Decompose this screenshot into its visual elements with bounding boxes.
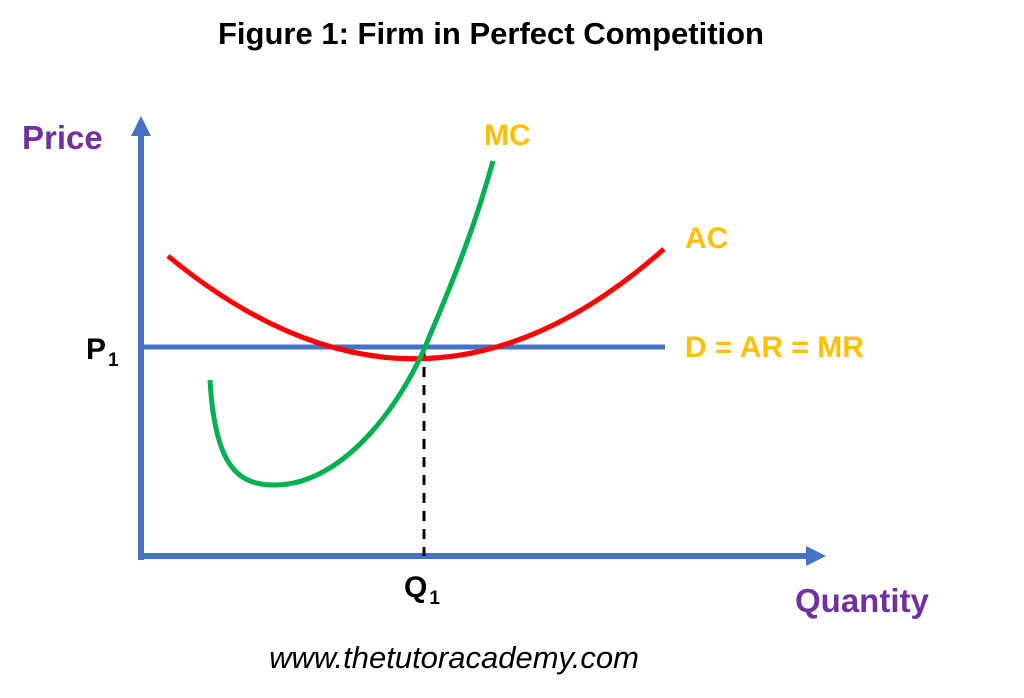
quantity-axis-arrowhead <box>806 546 826 566</box>
website-footer: www.thetutoracademy.com <box>269 640 639 675</box>
marginal-cost-curve <box>207 160 496 488</box>
demand-label: D = AR = MR <box>685 331 864 364</box>
price-axis-label: Price <box>22 119 103 156</box>
price-level-main: P <box>86 333 106 366</box>
average-cost-curve <box>166 247 666 362</box>
quantity-level-subscript: 1 <box>429 588 440 609</box>
quantity-level-main: Q <box>404 571 427 604</box>
mc-label: MC <box>484 119 531 152</box>
figure-title: Figure 1: Firm in Perfect Competition <box>218 16 764 51</box>
price-axis-arrowhead <box>131 116 151 136</box>
price-level-subscript: 1 <box>108 350 119 371</box>
ac-label: AC <box>685 222 728 255</box>
quantity-axis-label: Quantity <box>795 582 929 619</box>
